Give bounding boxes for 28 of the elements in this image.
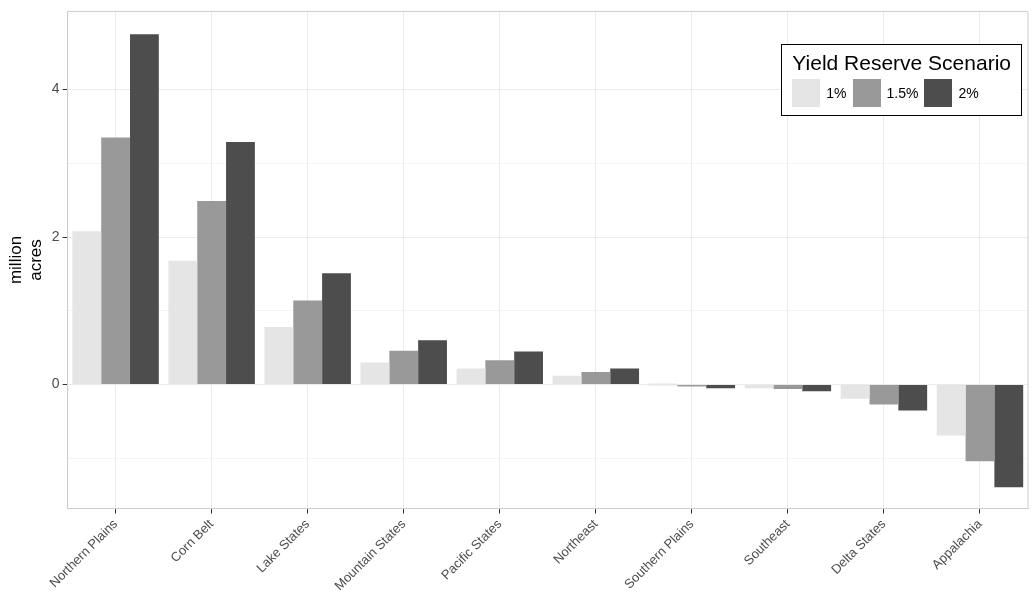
- bar: [898, 385, 928, 411]
- bar: [293, 300, 323, 385]
- bar: [322, 273, 351, 385]
- bar: [581, 372, 611, 385]
- bar: [389, 350, 419, 385]
- y-tick-label: 0: [51, 375, 60, 392]
- legend-label: 1.5%: [886, 85, 919, 101]
- bar: [226, 141, 255, 385]
- legend-label: 2%: [958, 85, 979, 101]
- y-tick-label: 4: [51, 80, 60, 97]
- x-tick-label: Corn Belt: [167, 515, 217, 566]
- bar: [101, 137, 131, 385]
- bar: [610, 368, 640, 385]
- bar: [869, 385, 899, 405]
- bar: [418, 340, 447, 385]
- bar: [802, 385, 832, 392]
- bar: [965, 385, 995, 462]
- bar: [773, 385, 803, 390]
- bar: [994, 385, 1024, 488]
- legend-title: Yield Reserve Scenario: [792, 51, 1011, 75]
- bar: [706, 385, 736, 389]
- bar: [197, 200, 227, 385]
- bar: [514, 351, 543, 385]
- y-axis-title: million acres: [5, 235, 46, 285]
- bar: [485, 360, 515, 385]
- bar: [130, 34, 159, 385]
- legend-label: 1%: [826, 85, 847, 101]
- y-tick-label: 2: [51, 227, 60, 244]
